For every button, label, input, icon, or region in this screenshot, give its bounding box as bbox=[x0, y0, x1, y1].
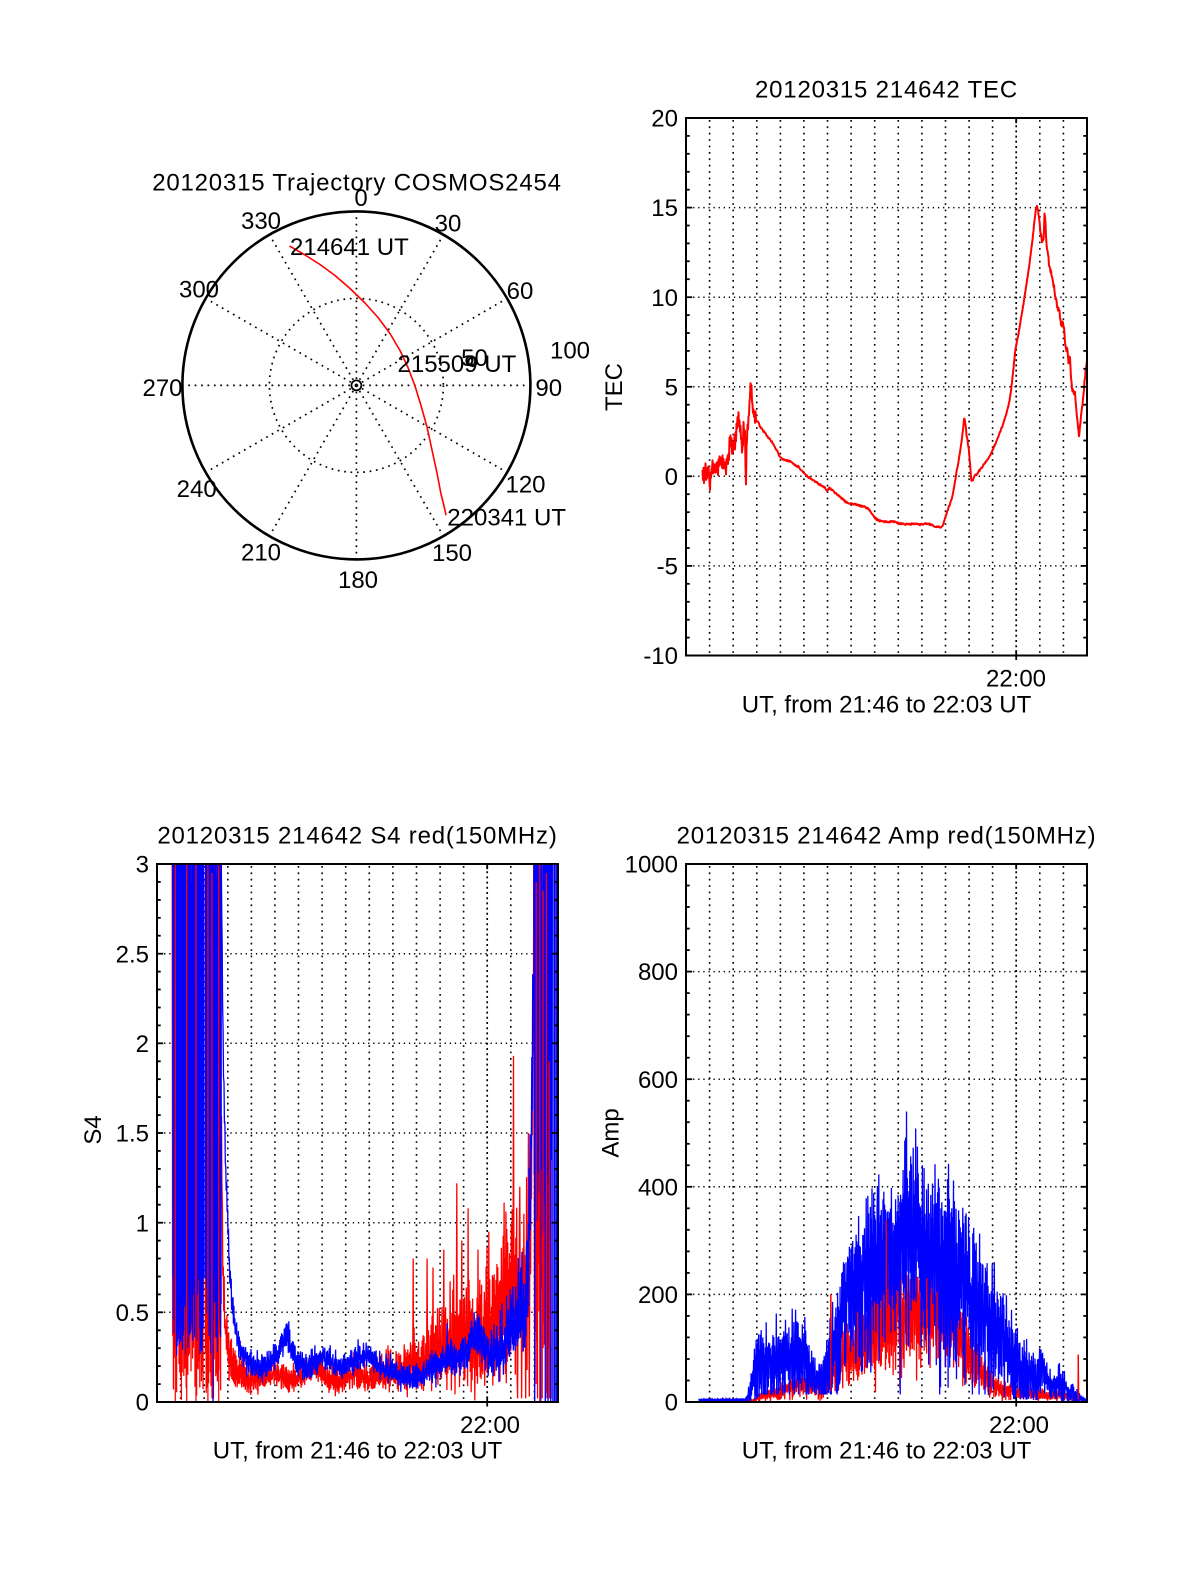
svg-text:1.5: 1.5 bbox=[116, 1121, 149, 1148]
svg-text:30: 30 bbox=[435, 210, 462, 237]
svg-text:22:00: 22:00 bbox=[460, 1412, 520, 1439]
svg-text:600: 600 bbox=[638, 1067, 678, 1094]
svg-text:22:00: 22:00 bbox=[989, 1412, 1049, 1439]
svg-text:214641 UT: 214641 UT bbox=[290, 234, 409, 261]
svg-text:120: 120 bbox=[505, 471, 545, 498]
svg-text:2.5: 2.5 bbox=[116, 941, 149, 968]
svg-text:20120315 214642 Amp red(150MHz: 20120315 214642 Amp red(150MHz) bbox=[677, 822, 1097, 849]
svg-text:20120315 214642 S4 red(150MHz): 20120315 214642 S4 red(150MHz) bbox=[157, 822, 557, 849]
svg-text:-5: -5 bbox=[657, 554, 678, 581]
svg-text:0: 0 bbox=[665, 1390, 678, 1417]
svg-text:20: 20 bbox=[651, 106, 678, 133]
svg-text:150: 150 bbox=[432, 540, 472, 567]
svg-text:0: 0 bbox=[354, 185, 367, 212]
svg-text:0: 0 bbox=[665, 464, 678, 491]
svg-text:UT, from 21:46 to 22:03 UT: UT, from 21:46 to 22:03 UT bbox=[213, 1438, 503, 1465]
svg-text:0.5: 0.5 bbox=[116, 1300, 149, 1327]
svg-text:60: 60 bbox=[507, 278, 534, 305]
svg-text:20120315 Trajectory COSMOS2454: 20120315 Trajectory COSMOS2454 bbox=[152, 170, 562, 197]
svg-text:100: 100 bbox=[550, 338, 590, 365]
svg-text:-10: -10 bbox=[643, 643, 678, 670]
svg-text:22:00: 22:00 bbox=[986, 666, 1046, 693]
svg-text:1: 1 bbox=[136, 1210, 149, 1237]
svg-text:TEC: TEC bbox=[601, 363, 628, 411]
svg-text:90: 90 bbox=[535, 375, 562, 402]
svg-text:210: 210 bbox=[241, 540, 281, 567]
svg-text:1000: 1000 bbox=[625, 852, 678, 879]
svg-text:240: 240 bbox=[177, 476, 217, 503]
svg-text:S4: S4 bbox=[80, 1115, 107, 1144]
svg-text:0: 0 bbox=[136, 1390, 149, 1417]
svg-text:3: 3 bbox=[136, 852, 149, 879]
svg-text:300: 300 bbox=[179, 277, 219, 304]
svg-text:50: 50 bbox=[461, 345, 488, 372]
svg-text:10: 10 bbox=[651, 285, 678, 312]
svg-text:270: 270 bbox=[142, 375, 182, 402]
svg-text:800: 800 bbox=[638, 959, 678, 986]
svg-text:20120315 214642 TEC: 20120315 214642 TEC bbox=[755, 77, 1018, 104]
svg-text:200: 200 bbox=[638, 1282, 678, 1309]
svg-text:UT, from 21:46 to 22:03 UT: UT, from 21:46 to 22:03 UT bbox=[742, 1438, 1032, 1465]
svg-text:220341 UT: 220341 UT bbox=[447, 505, 566, 532]
svg-text:180: 180 bbox=[338, 567, 378, 594]
svg-text:400: 400 bbox=[638, 1174, 678, 1201]
svg-text:2: 2 bbox=[136, 1031, 149, 1058]
svg-text:15: 15 bbox=[651, 195, 678, 222]
svg-text:5: 5 bbox=[665, 374, 678, 401]
svg-text:UT, from 21:46 to 22:03 UT: UT, from 21:46 to 22:03 UT bbox=[742, 692, 1032, 719]
svg-text:Amp: Amp bbox=[598, 1108, 625, 1157]
svg-text:330: 330 bbox=[241, 208, 281, 235]
svg-text:215509 UT: 215509 UT bbox=[398, 351, 517, 378]
